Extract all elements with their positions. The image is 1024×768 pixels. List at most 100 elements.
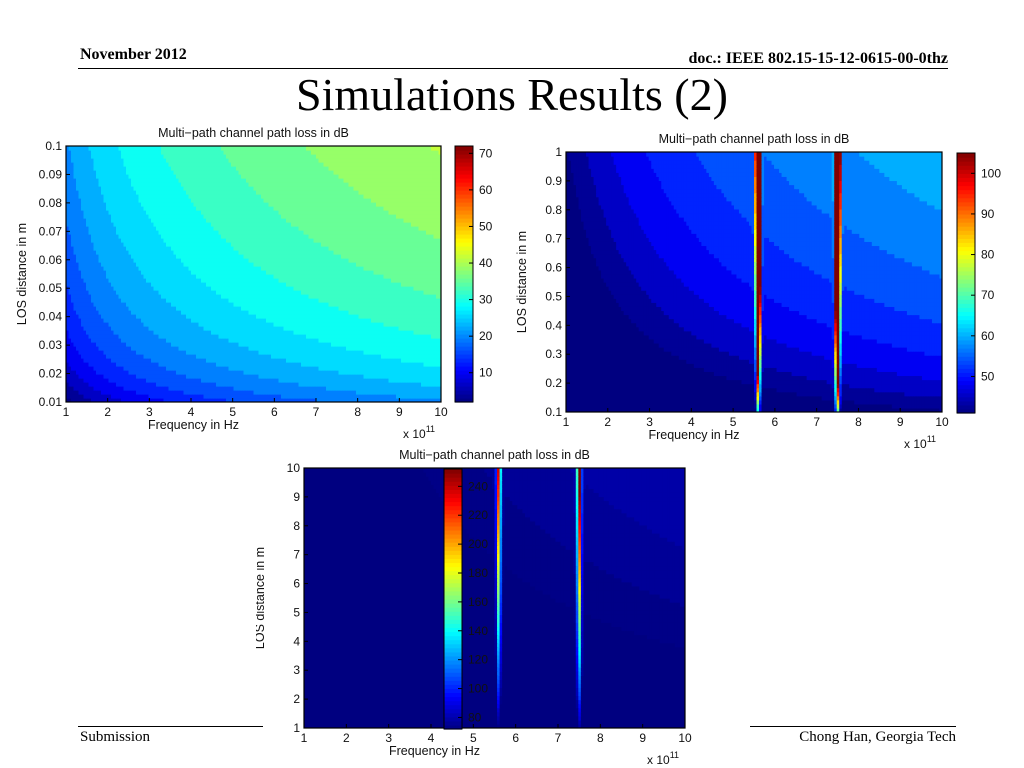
x-tick-label: 8 — [354, 405, 361, 419]
footer-author: Chong Han, Georgia Tech — [799, 729, 956, 746]
y-tick-label: 0.03 — [39, 338, 63, 352]
x-tick-label: 2 — [104, 405, 111, 419]
colorbar-tick-label: 240 — [468, 479, 488, 493]
y-tick-label: 10 — [287, 461, 301, 475]
heatmap-field — [304, 468, 685, 728]
colorbar-tick-label: 70 — [479, 146, 493, 160]
x-tick-label: 9 — [396, 405, 403, 419]
x-tick-label: 3 — [146, 405, 153, 419]
path-loss-chart-short-range: Multi−path channel path loss in dB 1 2 3 4 5 6… — [15, 126, 493, 441]
x-axis-label: Frequency in Hz — [389, 744, 480, 758]
x-tick-label: 1 — [563, 415, 570, 429]
x-tick-label: 5 — [730, 415, 737, 429]
y-tick-label: 0.2 — [545, 376, 562, 390]
x-tick-label: 8 — [597, 731, 604, 745]
colorbar-tick-label: 30 — [479, 293, 493, 307]
y-tick-label: 0.01 — [39, 395, 63, 409]
x-axis-label: Frequency in Hz — [648, 428, 739, 442]
y-tick-label: 0.07 — [39, 224, 63, 238]
colorbar-tick-label: 100 — [981, 166, 1001, 180]
x-tick-label: 4 — [188, 405, 195, 419]
chart-title: Multi−path channel path loss in dB — [659, 132, 850, 146]
colorbar-tick-label: 70 — [981, 288, 995, 302]
x-tick-label: 3 — [385, 731, 392, 745]
x-tick-label: 7 — [555, 731, 562, 745]
y-tick-label: 8 — [293, 519, 300, 533]
path-loss-chart-mid-range: Multi−path channel path loss in dB 1 2 3 4 5 6… — [515, 132, 1001, 451]
colorbar-tick-label: 140 — [468, 624, 488, 638]
y-tick-label: 0.5 — [545, 289, 562, 303]
y-axis-label: LOS distance in m — [515, 231, 529, 333]
plot-frame — [303, 467, 686, 729]
x-tick-label: 6 — [772, 415, 779, 429]
y-tick-label: 2 — [293, 692, 300, 706]
slide-title: Simulations Results (2) — [0, 68, 1024, 121]
y-tick-label: 0.09 — [39, 167, 63, 181]
x-tick-label: 10 — [935, 415, 949, 429]
chart-title: Multi−path channel path loss in dB — [399, 448, 590, 462]
y-axis-label: LOS distance in m — [15, 223, 29, 325]
y-tick-label: 0.1 — [45, 139, 62, 153]
y-tick-label: 0.1 — [545, 405, 562, 419]
colorbar-tick-label: 160 — [468, 595, 488, 609]
plot-frame — [65, 145, 442, 403]
x-tick-label: 3 — [646, 415, 653, 429]
colorbar-tick-label: 40 — [479, 256, 493, 270]
document-id: doc.: IEEE 802.15-15-12-0615-00-0thz — [688, 50, 948, 68]
colorbar-tick-label: 200 — [468, 537, 488, 551]
y-tick-label: 0.8 — [545, 203, 562, 217]
x-axis-multiplier: x 1011 — [904, 434, 936, 451]
x-tick-label: 9 — [897, 415, 904, 429]
x-tick-label: 10 — [678, 731, 692, 745]
x-tick-label: 7 — [313, 405, 320, 419]
x-tick-label: 4 — [428, 731, 435, 745]
x-axis-label: Frequency in Hz — [148, 418, 239, 432]
y-tick-label: 0.7 — [545, 232, 562, 246]
colorbar-tick-label: 10 — [479, 366, 493, 380]
y-tick-label: 0.6 — [545, 261, 562, 275]
x-tick-label: 8 — [855, 415, 862, 429]
plot-frame — [565, 151, 943, 413]
x-tick-label: 5 — [470, 731, 477, 745]
y-tick-label: 0.3 — [545, 347, 562, 361]
x-axis-multiplier: x 1011 — [403, 424, 435, 441]
y-tick-label: 0.08 — [39, 196, 63, 210]
colorbar-tick-label: 80 — [468, 710, 482, 724]
y-tick-label: 3 — [293, 663, 300, 677]
x-tick-label: 2 — [604, 415, 611, 429]
y-tick-label: 0.9 — [545, 174, 562, 188]
footer-rule-left — [78, 726, 263, 727]
colorbar: 80 100 120 140 160 180 200 220 240 — [443, 468, 488, 730]
x-tick-label: 9 — [639, 731, 646, 745]
y-tick-label: 0.05 — [39, 281, 63, 295]
y-tick-label: 1 — [555, 145, 562, 159]
y-tick-label: 5 — [293, 605, 300, 619]
x-tick-label: 1 — [63, 405, 70, 419]
colorbar-tick-label: 80 — [981, 248, 995, 262]
header-rule — [78, 68, 948, 69]
heatmap-field — [66, 146, 441, 402]
y-tick-label: 6 — [293, 577, 300, 591]
y-tick-label: 0.06 — [39, 253, 63, 267]
colorbar-tick-label: 60 — [479, 183, 493, 197]
slide-date: November 2012 — [80, 46, 187, 64]
y-tick-label: 4 — [293, 634, 300, 648]
x-tick-label: 2 — [343, 731, 350, 745]
y-tick-label: 9 — [293, 490, 300, 504]
colorbar-tick-label: 60 — [981, 329, 995, 343]
x-tick-label: 6 — [271, 405, 278, 419]
y-tick-label: 1 — [293, 721, 300, 735]
y-tick-label: 7 — [293, 548, 300, 562]
chart-title: Multi−path channel path loss in dB — [158, 126, 349, 140]
colorbar-tick-label: 100 — [468, 682, 488, 696]
heatmap-field — [566, 152, 942, 412]
colorbar-tick-label: 50 — [981, 369, 995, 383]
colorbar: 50 60 70 80 90 100 — [956, 152, 1001, 414]
colorbar-tick-label: 180 — [468, 566, 488, 580]
x-axis-multiplier: x 1011 — [647, 750, 679, 767]
y-tick-label: 0.4 — [545, 318, 562, 332]
x-tick-label: 10 — [434, 405, 448, 419]
path-loss-chart-long-range: Multi−path channel path loss in dB 1 2 3 4 5 6… — [256, 448, 692, 767]
x-tick-label: 1 — [301, 731, 308, 745]
footer-submission: Submission — [80, 729, 150, 746]
